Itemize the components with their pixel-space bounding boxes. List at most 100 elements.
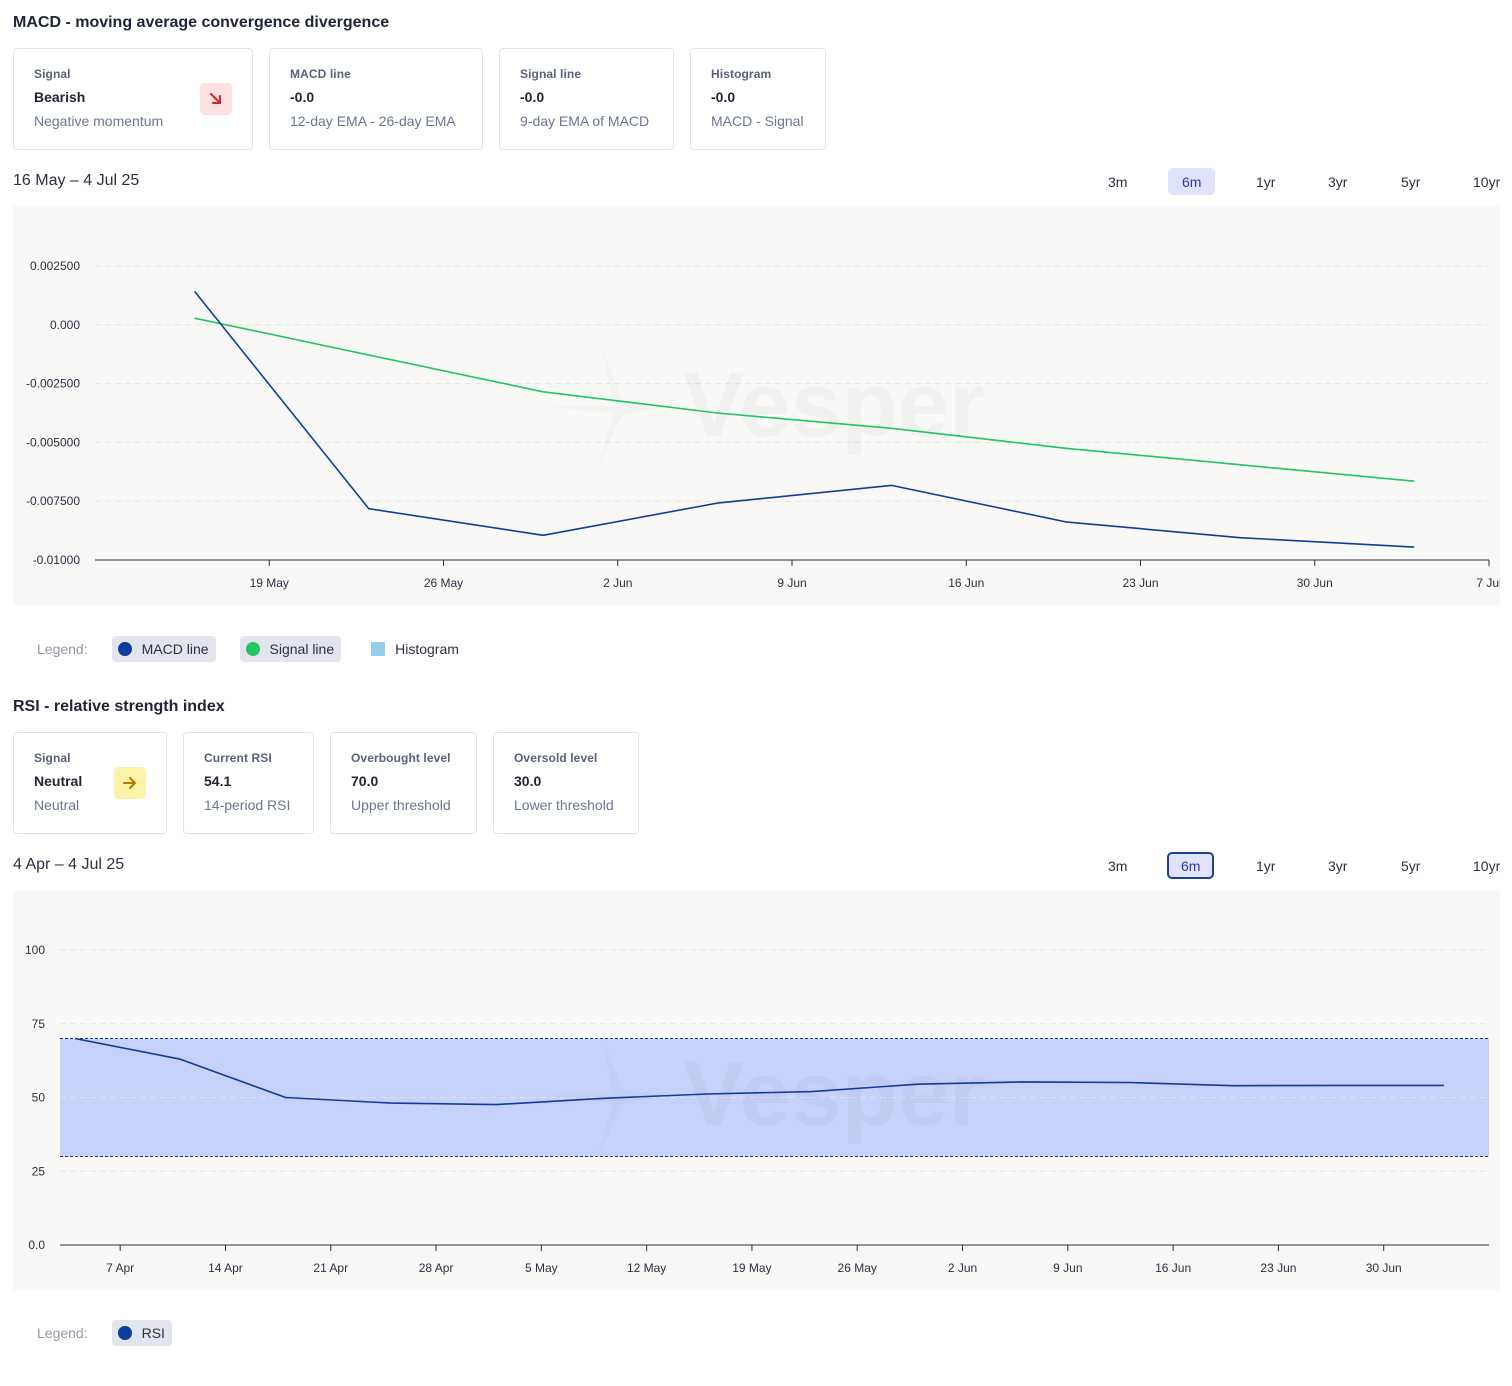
rsi-current-card: Current RSI 54.1 14-period RSI bbox=[183, 732, 314, 834]
legend-title: Legend: bbox=[37, 1325, 88, 1341]
macd-range-6m-button[interactable]: 6m bbox=[1168, 168, 1216, 195]
macd-date-range: 16 May – 4 Jul 25 bbox=[13, 172, 140, 189]
legend-item-macd-line[interactable]: MACD line bbox=[111, 636, 216, 662]
y-tick-label: 0.000 bbox=[50, 318, 80, 332]
card-value: 54.1 bbox=[204, 773, 232, 789]
rsi-date-range: 4 Apr – 4 Jul 25 bbox=[13, 856, 125, 873]
legend-dot bbox=[117, 642, 132, 656]
x-tick-label: 30 Jun bbox=[1297, 576, 1333, 590]
macd-signal-card: Signal Bearish Negative momentum bbox=[13, 48, 253, 150]
legend-label: MACD line bbox=[141, 641, 209, 657]
legend-item-rsi[interactable]: RSI bbox=[111, 1320, 172, 1346]
card-label: Histogram bbox=[711, 67, 772, 81]
y-tick-label: 25 bbox=[32, 1164, 46, 1178]
watermark-text: Vesper bbox=[683, 354, 985, 456]
card-label: Current RSI bbox=[204, 751, 272, 765]
x-tick-label: 19 May bbox=[732, 1261, 771, 1275]
card-label: Signal bbox=[34, 67, 71, 81]
x-tick-label: 26 May bbox=[838, 1261, 877, 1275]
rsi-range-3m-button[interactable]: 3m bbox=[1108, 857, 1128, 874]
card-value: -0.0 bbox=[520, 89, 545, 105]
x-tick-label: 7 Jul bbox=[1476, 576, 1500, 590]
watermark-star-icon bbox=[543, 351, 673, 466]
legend-label: RSI bbox=[141, 1325, 165, 1341]
x-tick-label: 7 Apr bbox=[106, 1261, 134, 1275]
macd-range-5yr-button[interactable]: 5yr bbox=[1401, 173, 1421, 190]
macd-line-card: MACD line -0.0 12-day EMA - 26-day EMA bbox=[269, 48, 483, 150]
x-tick-label: 5 May bbox=[525, 1261, 558, 1275]
rsi-range-row: 4 Apr – 4 Jul 25 3m 6m 1yr 3yr 5yr 10yr bbox=[13, 852, 1500, 880]
x-tick-label: 23 Jun bbox=[1122, 576, 1158, 590]
y-tick-label: 50 bbox=[32, 1091, 46, 1105]
macd-legend: Legend: MACD line Signal line Histogram bbox=[37, 636, 466, 662]
card-value: -0.0 bbox=[711, 89, 736, 105]
x-tick-label: 14 Apr bbox=[208, 1261, 243, 1275]
y-tick-label: 0.002500 bbox=[30, 259, 80, 273]
macd-range-3m-button[interactable]: 3m bbox=[1108, 173, 1128, 190]
card-value: Neutral bbox=[34, 773, 83, 789]
y-tick-label: -0.005000 bbox=[26, 435, 80, 449]
rsi-chart-svg: 100 75 50 25 0.0 7 Apr 14 Apr 21 Apr 28 Apr 5 May… bbox=[25, 943, 1489, 1275]
rsi-range-6m-button[interactable]: 6m bbox=[1167, 852, 1215, 879]
macd-signal-line-card: Signal line -0.0 9-day EMA of MACD bbox=[499, 48, 674, 150]
card-sub: Upper threshold bbox=[351, 797, 451, 813]
arrow-down-right-icon bbox=[200, 83, 232, 115]
rsi-oversold-card: Oversold level 30.0 Lower threshold bbox=[493, 732, 639, 834]
legend-dot bbox=[117, 1326, 132, 1340]
macd-range-3yr-button[interactable]: 3yr bbox=[1328, 173, 1348, 190]
legend-label: Histogram bbox=[395, 641, 459, 657]
macd-section-title: MACD - moving average convergence diverg… bbox=[13, 14, 390, 31]
legend-label: Signal line bbox=[269, 641, 335, 657]
rsi-signal-card: Signal Neutral Neutral bbox=[13, 732, 167, 834]
card-label: Oversold level bbox=[514, 751, 598, 765]
card-sub: Negative momentum bbox=[34, 113, 164, 129]
legend-dot bbox=[245, 642, 260, 656]
macd-histogram-card: Histogram -0.0 MACD - Signal bbox=[690, 48, 826, 150]
y-tick-label: -0.01000 bbox=[33, 553, 81, 567]
legend-item-signal-line[interactable]: Signal line bbox=[239, 636, 342, 662]
legend-item-histogram[interactable]: Histogram bbox=[365, 636, 466, 662]
series-line-macd-line bbox=[193, 290, 1415, 548]
rsi-range-3yr-button[interactable]: 3yr bbox=[1328, 857, 1348, 874]
x-tick-label: 28 Apr bbox=[419, 1261, 454, 1275]
x-tick-label: 9 Jun bbox=[1053, 1261, 1082, 1275]
macd-range-row: 16 May – 4 Jul 25 3m 6m 1yr 3yr 5yr 10yr bbox=[13, 168, 1500, 196]
x-tick-label: 12 May bbox=[627, 1261, 666, 1275]
card-value: Bearish bbox=[34, 89, 86, 105]
y-tick-label: 75 bbox=[32, 1017, 46, 1031]
x-tick-label: 2 Jun bbox=[948, 1261, 977, 1275]
macd-range-1yr-button[interactable]: 1yr bbox=[1256, 173, 1276, 190]
x-tick-label: 23 Jun bbox=[1260, 1261, 1296, 1275]
card-sub: 14-period RSI bbox=[204, 797, 291, 813]
card-label: Signal line bbox=[520, 67, 582, 81]
card-sub: 9-day EMA of MACD bbox=[520, 113, 650, 129]
rsi-section-title: RSI - relative strength index bbox=[13, 698, 225, 715]
x-tick-label: 16 Jun bbox=[948, 576, 984, 590]
rsi-range-1yr-button[interactable]: 1yr bbox=[1256, 857, 1276, 874]
rsi-range-5yr-button[interactable]: 5yr bbox=[1401, 857, 1421, 874]
card-label: Overbought level bbox=[351, 751, 451, 765]
x-tick-label: 2 Jun bbox=[603, 576, 632, 590]
x-tick-label: 26 May bbox=[424, 576, 463, 590]
y-tick-label: 0.0 bbox=[28, 1238, 45, 1252]
arrow-right-icon bbox=[114, 767, 146, 799]
rsi-range-10yr-button[interactable]: 10yr bbox=[1473, 857, 1501, 874]
series-line-signal-line bbox=[194, 317, 1415, 482]
rsi-legend: Legend: RSI bbox=[37, 1320, 172, 1346]
card-value: 70.0 bbox=[351, 773, 379, 789]
card-sub: MACD - Signal bbox=[711, 113, 804, 129]
y-tick-label: 100 bbox=[25, 943, 45, 957]
card-sub: Neutral bbox=[34, 797, 80, 813]
macd-cards: Signal Bearish Negative momentum MACD li… bbox=[13, 48, 826, 150]
y-tick-label: -0.007500 bbox=[26, 494, 80, 508]
rsi-overbought-card: Overbought level 70.0 Upper threshold bbox=[330, 732, 477, 834]
card-value: -0.0 bbox=[290, 89, 315, 105]
x-tick-label: 30 Jun bbox=[1366, 1261, 1402, 1275]
macd-range-10yr-button[interactable]: 10yr bbox=[1473, 173, 1501, 190]
card-label: MACD line bbox=[290, 67, 351, 81]
rsi-cards: Signal Neutral Neutral Current RSI 54.1 … bbox=[13, 732, 639, 834]
series-line-rsi bbox=[74, 1037, 1444, 1106]
x-tick-label: 16 Jun bbox=[1155, 1261, 1191, 1275]
x-tick-label: 19 May bbox=[250, 576, 289, 590]
macd-chart: 0.002500 0.000 -0.002500 -0.005000 -0.007500… bbox=[13, 206, 1500, 606]
